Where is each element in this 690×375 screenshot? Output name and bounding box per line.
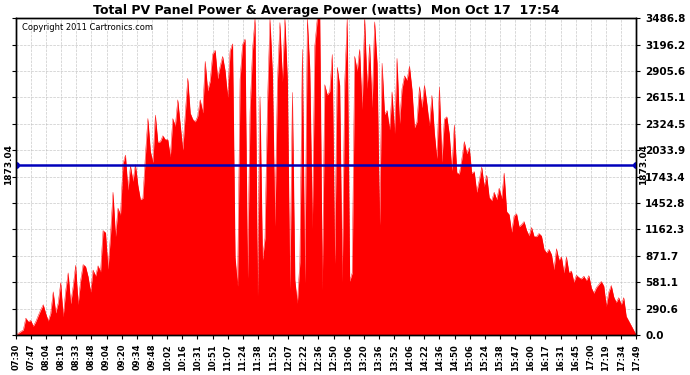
Text: Copyright 2011 Cartronics.com: Copyright 2011 Cartronics.com: [22, 23, 153, 32]
Text: 1873.04: 1873.04: [639, 144, 649, 185]
Title: Total PV Panel Power & Average Power (watts)  Mon Oct 17  17:54: Total PV Panel Power & Average Power (wa…: [92, 4, 560, 17]
Text: 1873.04: 1873.04: [3, 144, 12, 185]
